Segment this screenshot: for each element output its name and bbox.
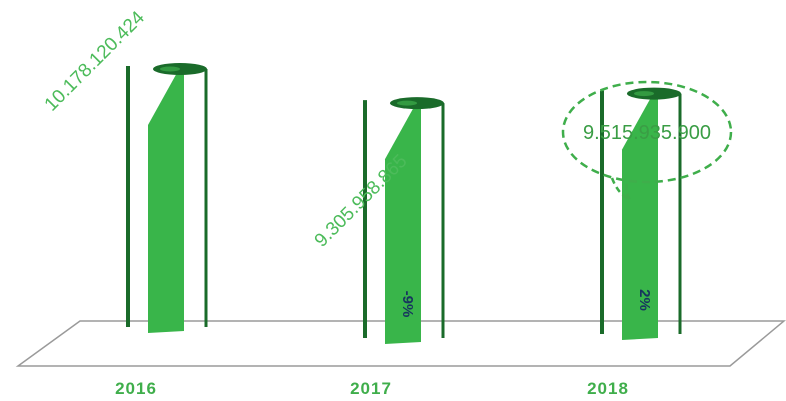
callout-value-label: 9.515.935.900 [583,122,711,144]
x-axis: 2016 2017 2018 [115,379,629,398]
bar-cap-highlight-2017 [397,100,417,106]
x-tick-label-2018: 2018 [587,379,629,398]
bar-change-label-2018: 2% [636,289,653,311]
x-tick-label-2016: 2016 [115,379,157,398]
x-tick-label-2017: 2017 [350,379,392,398]
bar-cap-highlight-2016 [160,66,180,72]
bar-value-label-2016: 10.178.120.424 [41,7,150,116]
bar-change-label-2017: -9% [399,291,416,318]
bar-cap-highlight-2018 [634,91,654,97]
bar-2016 [148,71,184,333]
highlight-callout: 9.515.935.900 [561,80,733,204]
bar-2018 [622,95,658,340]
bar-2017 [385,105,421,344]
callout-tail [610,177,634,204]
callout-bubble [561,80,733,184]
chart-floor [15,320,786,367]
